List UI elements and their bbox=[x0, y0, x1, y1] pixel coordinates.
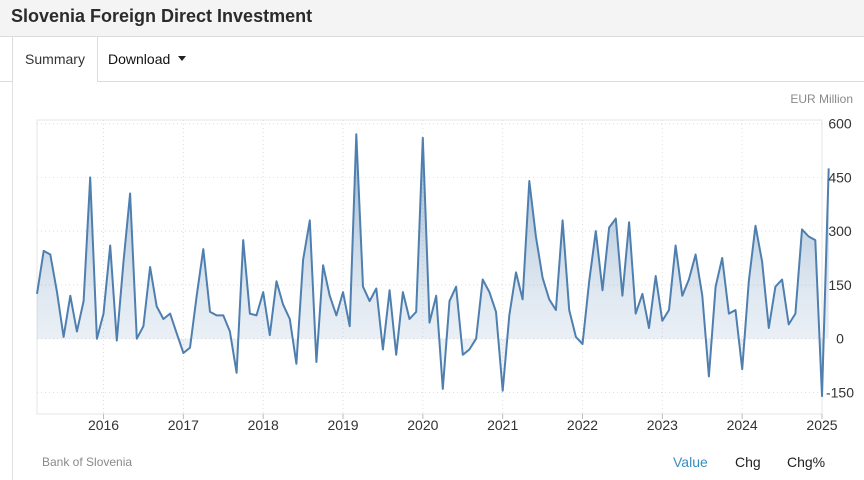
view-chg-option[interactable]: Chg bbox=[735, 454, 761, 470]
left-divider bbox=[12, 82, 13, 480]
view-value-option[interactable]: Value bbox=[673, 454, 708, 470]
title-bar: Slovenia Foreign Direct Investment bbox=[0, 0, 864, 37]
x-tick-label: 2019 bbox=[327, 417, 358, 433]
y-tick-label: 600 bbox=[828, 116, 852, 132]
y-tick-label: 150 bbox=[828, 277, 852, 293]
y-tick-label: 0 bbox=[836, 331, 844, 347]
series-area bbox=[37, 134, 829, 397]
view-chgpct-option[interactable]: Chg% bbox=[787, 454, 826, 470]
grid bbox=[36, 119, 823, 419]
x-axis: 2016 2017 2018 2019 2020 2021 2022 2023 2024 2025 bbox=[88, 417, 838, 433]
x-tick-label: 2017 bbox=[168, 417, 199, 433]
tab-summary[interactable]: Summary bbox=[12, 37, 98, 82]
caret-down-icon bbox=[178, 55, 187, 61]
unit-label: EUR Million bbox=[790, 92, 853, 106]
y-tick-label: -150 bbox=[826, 384, 854, 400]
series-line bbox=[36, 133, 830, 398]
download-dropdown[interactable]: Download bbox=[108, 37, 187, 82]
x-tick-label: 2025 bbox=[806, 417, 837, 433]
y-tick-label: 450 bbox=[828, 169, 852, 185]
x-tick-label: 2020 bbox=[407, 417, 438, 433]
y-tick-label: 300 bbox=[828, 223, 852, 239]
x-tick-label: 2021 bbox=[487, 417, 518, 433]
x-tick-label: 2022 bbox=[567, 417, 598, 433]
x-tick-label: 2023 bbox=[647, 417, 678, 433]
download-label: Download bbox=[108, 51, 171, 67]
y-axis: 600 450 300 150 0 -150 bbox=[826, 116, 854, 401]
tab-bar: Summary Download bbox=[0, 37, 864, 82]
source-label: Bank of Slovenia bbox=[42, 455, 133, 469]
x-tick-label: 2018 bbox=[248, 417, 279, 433]
x-tick-label: 2016 bbox=[88, 417, 119, 433]
plot-border bbox=[36, 119, 823, 415]
x-tick-label: 2024 bbox=[727, 417, 758, 433]
page-title: Slovenia Foreign Direct Investment bbox=[11, 6, 313, 26]
